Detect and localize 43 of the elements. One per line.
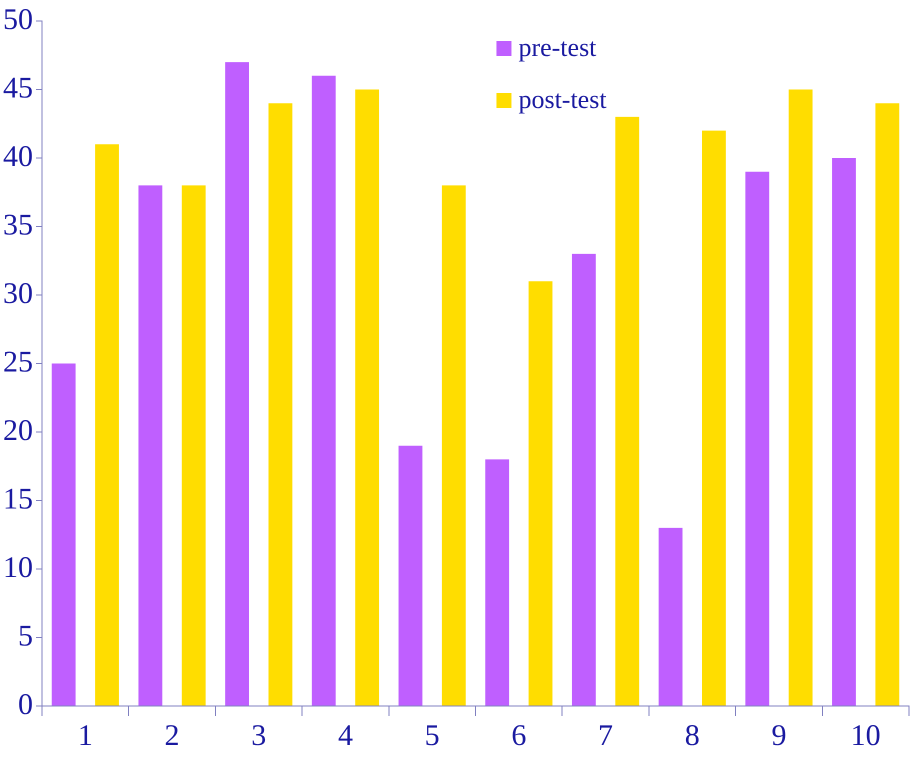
bar xyxy=(485,459,510,706)
bar xyxy=(398,446,422,706)
bar xyxy=(95,144,119,706)
legend-label: pre-test xyxy=(518,32,598,62)
x-tick-label: 1 xyxy=(78,718,93,752)
bar xyxy=(745,172,770,706)
x-tick-label: 3 xyxy=(251,718,266,752)
bar xyxy=(572,254,596,706)
x-tick-label: 8 xyxy=(684,718,700,752)
y-tick-label: 10 xyxy=(3,550,33,584)
y-tick-label: 25 xyxy=(3,345,33,378)
bar xyxy=(268,103,292,706)
bar xyxy=(702,130,726,706)
y-tick-label: 0 xyxy=(18,688,33,721)
bar xyxy=(875,103,900,706)
bar xyxy=(788,90,813,706)
y-tick-label: 40 xyxy=(3,140,33,173)
x-tick-label: 10 xyxy=(850,718,881,752)
bar xyxy=(312,76,336,706)
legend-label: post-test xyxy=(518,84,608,114)
x-tick-label: 4 xyxy=(338,718,353,752)
y-tick-label: 45 xyxy=(3,71,33,104)
x-tick-label: 6 xyxy=(511,718,526,752)
x-tick-label: 2 xyxy=(164,718,180,752)
bar xyxy=(355,90,380,706)
bar xyxy=(182,185,206,706)
x-tick-label: 5 xyxy=(424,718,440,752)
bar xyxy=(442,185,466,706)
y-tick-label: 20 xyxy=(3,414,33,447)
bar xyxy=(225,62,249,706)
bar xyxy=(528,281,552,706)
bar xyxy=(832,158,856,706)
x-tick-label: 9 xyxy=(771,718,786,752)
y-tick-label: 15 xyxy=(3,482,33,516)
bar xyxy=(138,185,162,706)
bar xyxy=(615,116,640,706)
bar xyxy=(52,364,76,706)
x-tick-label: 7 xyxy=(598,718,614,752)
y-tick-label: 30 xyxy=(3,276,33,310)
y-tick-label: 50 xyxy=(3,2,33,36)
bar xyxy=(658,528,682,706)
y-tick-label: 5 xyxy=(18,619,33,652)
y-tick-label: 35 xyxy=(3,208,33,242)
